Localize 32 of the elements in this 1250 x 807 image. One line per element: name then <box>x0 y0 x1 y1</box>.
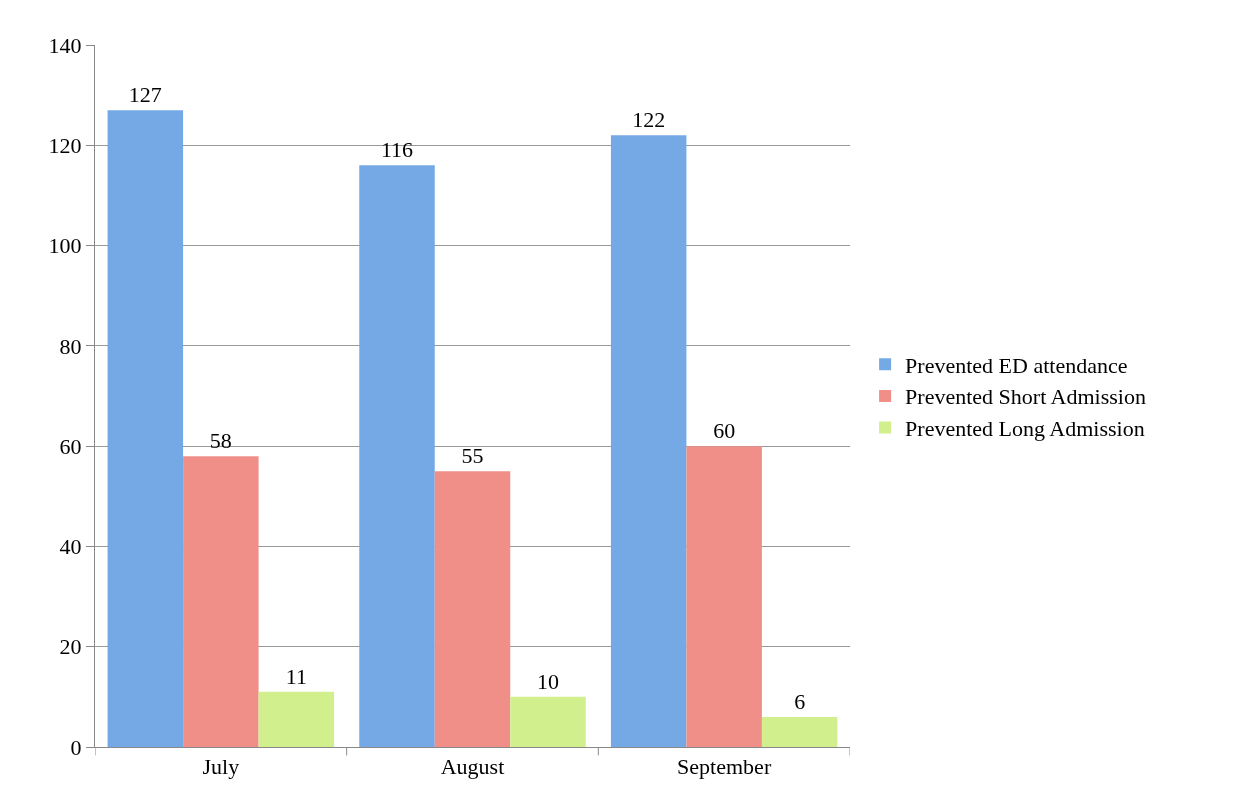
data-label: 11 <box>285 663 307 689</box>
y-tick-label: 140 <box>48 32 82 58</box>
data-label: 127 <box>128 82 162 108</box>
x-tick-label: September <box>677 754 772 780</box>
bar <box>686 446 762 747</box>
bar <box>183 456 259 747</box>
data-label: 122 <box>632 107 666 133</box>
y-tick-label: 40 <box>59 534 82 560</box>
data-label: 10 <box>537 668 559 694</box>
y-tick-label: 0 <box>70 734 82 760</box>
y-tick-label: 60 <box>59 433 82 459</box>
data-label: 116 <box>380 137 414 163</box>
bar <box>107 110 184 747</box>
bar <box>258 691 335 747</box>
legend-label: Prevented ED attendance <box>905 352 1128 378</box>
data-label: 6 <box>794 688 806 714</box>
bar <box>510 696 586 747</box>
bar <box>359 165 435 747</box>
bar <box>761 716 838 747</box>
legend-label: Prevented Short Admission <box>905 384 1146 410</box>
y-tick-label: 20 <box>59 634 82 660</box>
y-tick-label: 80 <box>59 333 82 359</box>
bar <box>610 135 687 747</box>
x-tick-label: August <box>440 754 505 780</box>
y-tick-label: 120 <box>48 132 82 158</box>
x-tick-label: July <box>202 754 240 780</box>
data-label: 58 <box>209 428 232 454</box>
y-tick-label: 100 <box>48 233 82 259</box>
data-label: 60 <box>713 418 736 444</box>
bar <box>434 471 511 747</box>
legend-label: Prevented Long Admission <box>905 416 1145 442</box>
data-label: 55 <box>461 443 484 469</box>
